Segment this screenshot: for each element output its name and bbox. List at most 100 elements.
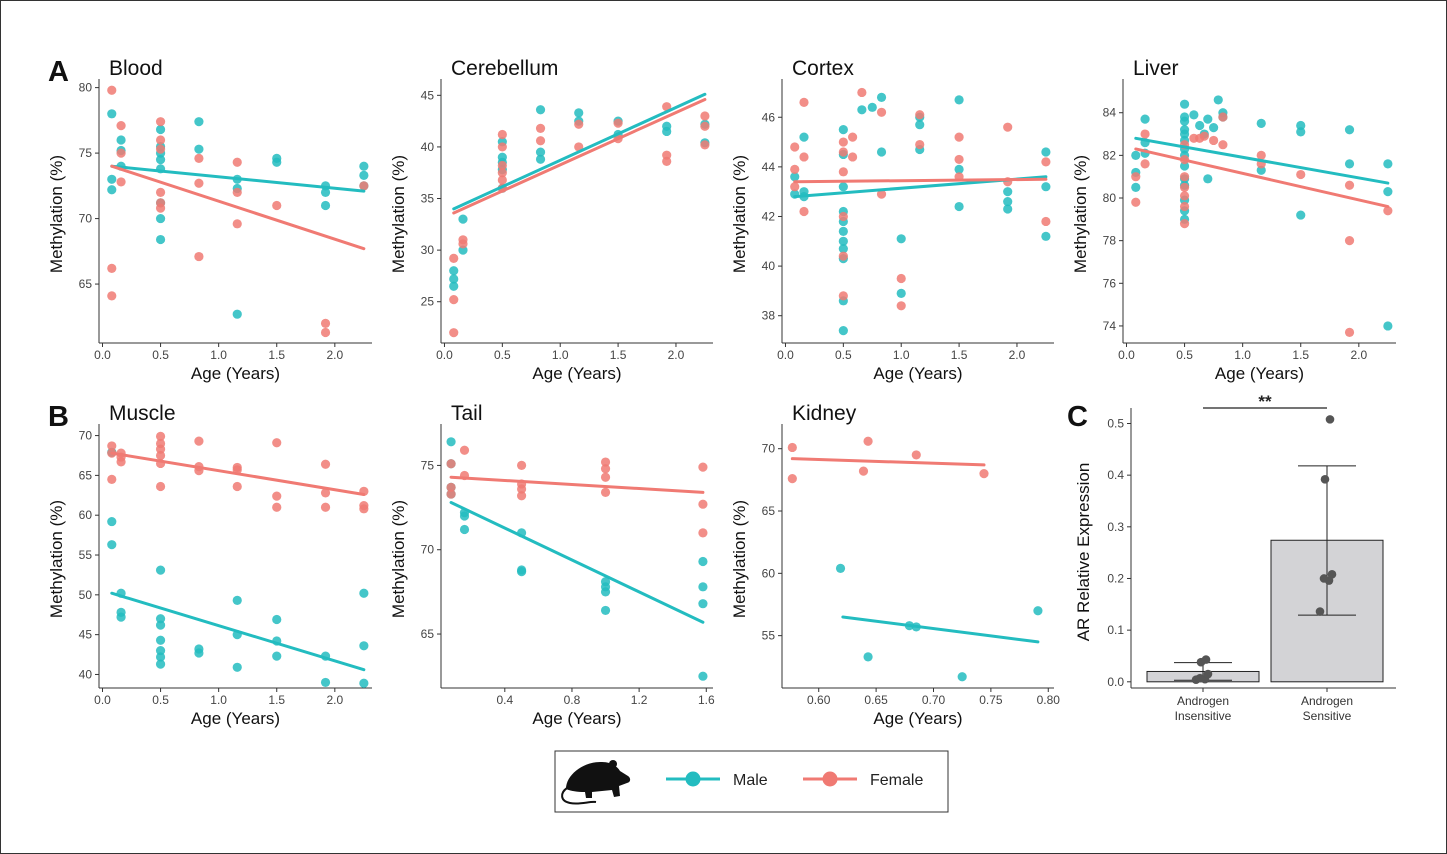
legend-female-label: Female	[870, 772, 923, 789]
blood-female-point	[107, 291, 117, 301]
muscle-female-point	[194, 436, 204, 446]
cortex-female-point	[857, 87, 867, 98]
kidney-x-tick-label: 0.80	[1037, 693, 1061, 707]
muscle-male-point	[155, 620, 166, 630]
category-label: Androgen	[1301, 694, 1353, 708]
blood-y-tick-label: 75	[79, 146, 93, 160]
data-point	[1195, 673, 1205, 683]
muscle-x-tick-label: 1.5	[268, 693, 285, 707]
cortex-male-point	[1041, 231, 1051, 241]
tail-female-point	[600, 457, 611, 467]
liver-female-point	[1383, 206, 1393, 216]
muscle-female-point	[272, 438, 282, 448]
muscle-x-tick-label: 0.0	[94, 693, 111, 707]
liver-female-point	[1199, 131, 1209, 141]
cortex-male-point	[838, 226, 848, 236]
cerebellum-female-point	[613, 118, 623, 128]
category-label: Androgen	[1177, 694, 1229, 708]
cerebellum-female-point	[497, 160, 507, 171]
muscle-male-point	[232, 662, 242, 672]
cortex-female-point	[954, 154, 964, 165]
liver-x-tick-label: 0.0	[1118, 348, 1135, 362]
cerebellum-x-tick-label: 1.0	[552, 348, 569, 362]
cortex-female-point	[838, 167, 848, 177]
blood-male-point	[107, 174, 117, 184]
cortex-female-point	[876, 189, 887, 199]
kidney-male-point	[835, 563, 846, 573]
muscle-male-point	[359, 641, 369, 651]
blood-female-point	[107, 263, 117, 273]
muscle-x-axis-label: Age (Years)	[191, 709, 280, 728]
muscle-female-point	[155, 444, 166, 454]
kidney-y-tick-label: 55	[762, 629, 776, 643]
muscle-male-point	[155, 565, 166, 575]
cortex-male-point	[896, 288, 906, 298]
kidney-y-tick-label: 65	[762, 504, 776, 518]
liver-female-point	[1131, 197, 1141, 207]
blood-male-point	[359, 170, 369, 180]
muscle-female-point	[320, 502, 331, 512]
muscle-y-tick-label: 60	[79, 508, 93, 522]
muscle-male-point	[232, 595, 242, 606]
liver-female-point	[1296, 169, 1306, 180]
blood-male-point	[359, 161, 369, 171]
cerebellum-female-point	[662, 102, 672, 112]
cortex-female-point	[790, 182, 800, 192]
muscle-y-tick-label: 50	[79, 588, 93, 602]
cerebellum-female-point	[535, 123, 546, 133]
cerebellum-male-point	[535, 147, 546, 157]
cerebellum-female-fit-line	[452, 97, 707, 215]
cortex-male-point	[857, 105, 867, 115]
blood-female-point	[232, 157, 242, 167]
blood-male-point	[116, 135, 126, 145]
kidney-male-point	[957, 672, 967, 682]
category-label: Sensitive	[1303, 709, 1352, 723]
cortex-male-point	[915, 120, 925, 130]
cerebellum-female-point	[574, 119, 584, 129]
cortex-x-tick-label: 1.5	[951, 348, 968, 362]
blood-x-axis-label: Age (Years)	[191, 364, 280, 383]
cortex-male-point	[1041, 147, 1051, 157]
legend-male-label: Male	[733, 772, 768, 789]
data-point	[1319, 574, 1329, 583]
liver-male-point	[1296, 127, 1306, 137]
kidney-y-tick-label: 60	[762, 566, 776, 580]
muscle-female-point	[116, 457, 126, 467]
ar-y-axis-label: AR Relative Expression	[1074, 463, 1093, 642]
muscle-y-axis-label: Methylation (%)	[47, 500, 66, 618]
muscle-male-point	[155, 614, 166, 624]
liver-male-point	[1383, 187, 1393, 197]
blood-female-point	[194, 251, 204, 262]
cortex-female-point	[954, 132, 964, 142]
muscle-male-point	[155, 659, 166, 669]
cortex-male-point	[867, 102, 877, 112]
tail-female-point	[600, 487, 611, 497]
liver-male-point	[1344, 125, 1355, 135]
muscle-male-point	[272, 651, 282, 661]
data-point	[1320, 474, 1330, 484]
data-point	[1203, 669, 1213, 679]
liver-male-point	[1140, 114, 1150, 124]
muscle-male-point	[116, 612, 126, 622]
ar-y-tick-label: 0.2	[1107, 571, 1124, 585]
liver-y-tick-label: 80	[1103, 191, 1117, 205]
tail-x-tick-label: 1.6	[698, 693, 715, 707]
cerebellum-x-tick-label: 1.5	[610, 348, 627, 362]
chart-liver: Liver 0.0 0.5 1.0 1.5 2.0 74 76 78 80 82 84 Age (Yea…	[1071, 57, 1396, 383]
liver-female-point	[1344, 327, 1355, 337]
cerebellum-y-tick-label: 35	[421, 192, 435, 206]
muscle-x-tick-label: 2.0	[326, 693, 343, 707]
cortex-female-point	[838, 291, 848, 301]
blood-female-point	[116, 177, 126, 187]
tail-female-point	[698, 499, 708, 509]
liver-male-point	[1131, 150, 1141, 160]
muscle-y-tick-label: 45	[79, 628, 93, 642]
cerebellum-female-point	[497, 168, 507, 178]
cerebellum-female-point	[700, 140, 710, 150]
liver-male-point	[1195, 120, 1205, 131]
muscle-female-point	[320, 488, 331, 498]
kidney-male-fit-line	[841, 615, 1040, 644]
cerebellum-y-axis-label: Methylation (%)	[389, 155, 408, 273]
blood-y-tick-label: 70	[79, 212, 93, 226]
